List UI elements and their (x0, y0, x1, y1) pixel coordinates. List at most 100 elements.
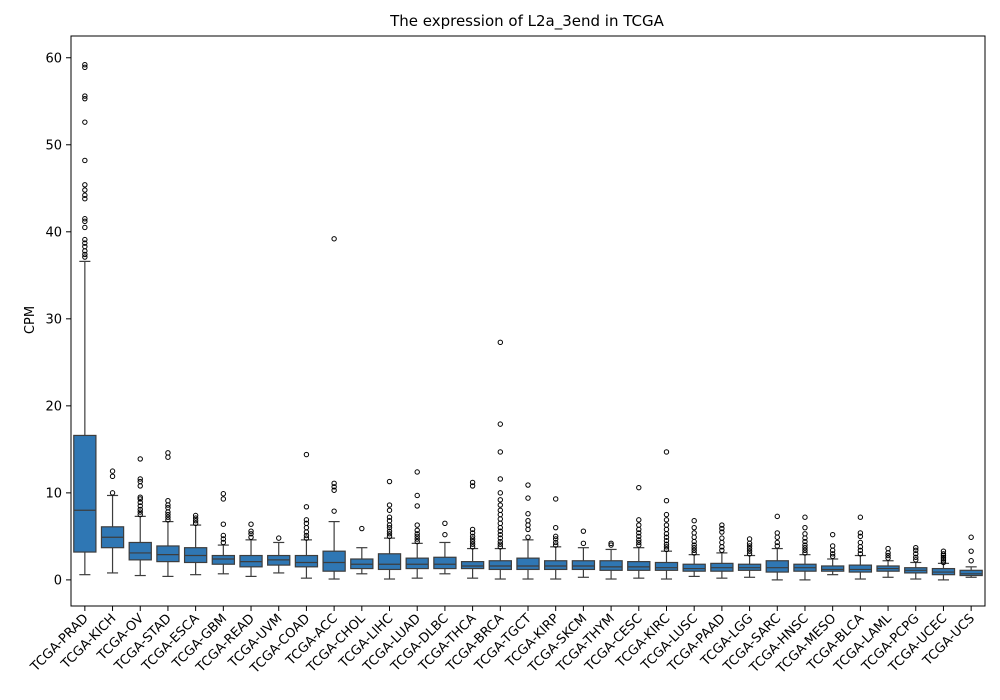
outlier-point (940, 551, 947, 557)
outlier-point (414, 469, 420, 475)
outlier-point (663, 544, 670, 550)
outlier-point (552, 536, 559, 542)
outlier-point (82, 236, 88, 243)
outlier-point (525, 511, 531, 517)
box (322, 550, 346, 572)
outlier-point (663, 449, 670, 455)
outlier-point (691, 550, 697, 556)
outlier-point (663, 538, 670, 544)
outlier-point (497, 507, 504, 513)
box (599, 560, 623, 571)
outlier-point (386, 533, 393, 540)
outlier-point (663, 498, 670, 504)
outlier-point (386, 518, 393, 524)
outlier-point (636, 484, 642, 491)
outlier-point (719, 522, 725, 528)
outlier-point (552, 524, 559, 531)
outlier-point (580, 528, 587, 534)
outlier-point (303, 451, 310, 458)
outlier-point (82, 218, 88, 225)
outlier-point (968, 558, 974, 564)
outlier-point (248, 531, 254, 537)
outlier-point (469, 530, 476, 536)
outlier-point (414, 527, 420, 533)
outlier-point (497, 541, 504, 547)
outlier-point (663, 517, 670, 523)
outlier-point (552, 542, 559, 548)
outlier-point (469, 541, 476, 547)
box (156, 545, 180, 563)
outlier-point (386, 478, 393, 485)
outlier-point (636, 517, 642, 523)
outlier-point (525, 534, 531, 540)
outlier-point (525, 522, 531, 528)
outlier-point (82, 64, 88, 71)
outlier-point (497, 511, 504, 518)
outlier-point (774, 543, 780, 549)
outlier-point (719, 535, 725, 541)
outlier-point (968, 548, 974, 554)
outlier-point (885, 555, 891, 561)
outlier-point (691, 547, 697, 554)
y-tick-label: 10 (45, 486, 62, 501)
outlier-point (137, 494, 143, 500)
outlier-point (940, 556, 947, 562)
outlier-point (940, 558, 947, 564)
outlier-point (82, 224, 88, 231)
box (73, 434, 97, 553)
outlier-point (497, 520, 504, 527)
box (211, 554, 236, 565)
outlier-point (802, 544, 808, 551)
outlier-point (469, 479, 476, 486)
outlier-point (663, 522, 670, 528)
outlier-point (829, 531, 836, 538)
outlier-point (82, 187, 88, 193)
outlier-point (746, 545, 753, 552)
box (544, 560, 568, 571)
outlier-point (414, 533, 420, 540)
outlier-point (636, 533, 642, 540)
outlier-point (109, 473, 116, 480)
outlier-point (82, 62, 88, 68)
outlier-point (497, 538, 504, 545)
outlier-point (719, 547, 725, 554)
outlier-point (913, 547, 919, 554)
outlier-point (165, 517, 171, 523)
outlier-point (303, 532, 310, 539)
outlier-point (691, 542, 697, 548)
outlier-point (303, 504, 310, 510)
outlier-point (802, 531, 808, 537)
outlier-point (691, 518, 697, 524)
outlier-point (913, 551, 919, 557)
outlier-point (636, 530, 642, 536)
outlier-point (82, 196, 88, 202)
outlier-point (636, 537, 642, 543)
outlier-point (857, 539, 864, 546)
outlier-point (82, 182, 88, 188)
outlier-point (469, 536, 476, 542)
outlier-point (137, 483, 143, 489)
outlier-point (497, 497, 504, 503)
outlier-point (802, 514, 808, 520)
chart-title: The expression of L2a_3end in TCGA (389, 12, 665, 31)
outlier-point (829, 551, 836, 557)
outlier-point (165, 450, 171, 456)
outlier-point (359, 525, 365, 532)
outlier-point (220, 536, 227, 542)
outlier-point (248, 528, 254, 534)
outlier-point (663, 534, 670, 540)
outlier-point (552, 496, 559, 502)
outlier-point (719, 529, 725, 535)
outlier-point (580, 540, 587, 547)
y-tick-label: 20 (45, 399, 62, 414)
outlier-point (497, 531, 504, 538)
outlier-point (802, 547, 808, 554)
outlier-point (442, 520, 448, 527)
outlier-point (469, 526, 476, 533)
outlier-point (414, 503, 420, 509)
outlier-point (663, 546, 670, 553)
outlier-point (192, 518, 199, 524)
box (460, 561, 485, 570)
outlier-point (940, 554, 947, 560)
